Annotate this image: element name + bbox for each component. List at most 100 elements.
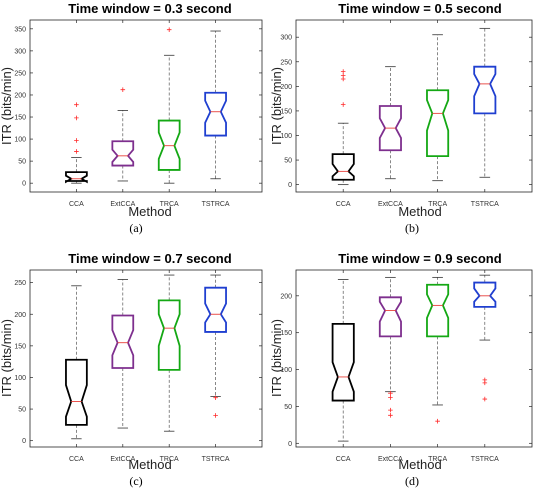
outlier-point	[388, 412, 393, 418]
x-tick-label: TRCA	[160, 201, 179, 208]
y-tick-label: 100	[280, 367, 292, 374]
outlier-point	[74, 138, 79, 143]
notched-box	[473, 281, 497, 308]
y-tick-label: 250	[280, 59, 292, 66]
x-tick-label: TSTRCA	[202, 456, 230, 463]
panel-title: Time window = 0.9 second	[338, 251, 501, 266]
box-trca	[157, 27, 181, 184]
y-tick-label: 50	[284, 158, 292, 165]
notched-box	[378, 105, 402, 152]
y-tick-label: 0	[288, 441, 292, 448]
x-tick-label: ExtCCA	[378, 456, 403, 463]
panel-title: Time window = 0.7 second	[68, 251, 231, 266]
box-tstrca	[204, 274, 227, 418]
notched-box	[111, 314, 135, 369]
x-tick-label: CCA	[336, 456, 351, 463]
box-cca	[65, 102, 88, 184]
outlier-point	[74, 102, 79, 107]
x-axis-label: Method	[398, 457, 441, 472]
box-trca	[157, 274, 181, 432]
y-tick-label: 0	[22, 181, 26, 188]
outlier-point	[120, 87, 126, 92]
panel-label: (d)	[405, 474, 419, 488]
notched-box	[157, 119, 181, 171]
outlier-point	[435, 418, 440, 424]
y-tick-label: 100	[14, 137, 26, 144]
panel-label: (b)	[405, 221, 419, 235]
notched-box	[426, 283, 450, 338]
notched-box	[426, 89, 450, 158]
y-tick-label: 350	[14, 26, 26, 33]
y-tick-label: 50	[284, 404, 292, 411]
outlier-point	[213, 395, 218, 400]
box-trca	[426, 276, 450, 424]
y-tick-label: 300	[280, 35, 292, 42]
notched-box	[473, 65, 497, 115]
y-tick-label: 0	[22, 438, 26, 445]
y-tick-label: 200	[280, 293, 292, 300]
y-axis-label: ITR (bits/min)	[269, 319, 284, 397]
box-tstrca	[473, 274, 497, 402]
chart-panel-2: 0 50 100 150 200 250 300 CCA ExtCCA TRCA TSTRCA Tim…	[269, 1, 533, 235]
outlier-point	[388, 407, 393, 413]
outlier-point	[340, 69, 346, 74]
chart-panel-3: 0 50 100 150 200 250 CCA ExtCCA TRCA TSTRCA Time w…	[0, 251, 263, 488]
panel-title: Time window = 0.3 second	[68, 1, 231, 16]
y-axis-label: ITR (bits/min)	[0, 319, 14, 397]
x-tick-label: TRCA	[428, 456, 447, 463]
y-axis-label: ITR (bits/min)	[269, 67, 284, 145]
x-tick-label: TRCA	[428, 201, 447, 208]
notched-box	[157, 299, 181, 371]
box-cca	[331, 69, 355, 186]
x-tick-label: TSTRCA	[471, 201, 499, 208]
plot-frame	[295, 19, 533, 193]
y-tick-label: 300	[14, 48, 26, 55]
notched-box	[204, 286, 227, 333]
x-tick-label: ExtCCA	[378, 201, 403, 208]
notched-box	[111, 140, 135, 167]
panel-label: (c)	[129, 474, 142, 488]
outlier-point	[482, 377, 488, 383]
outlier-point	[213, 413, 218, 418]
y-tick-label: 150	[280, 330, 292, 337]
y-tick-label: 50	[18, 159, 26, 166]
box-tstrca	[204, 30, 227, 180]
outlier-point	[74, 149, 79, 154]
x-tick-label: TRCA	[160, 456, 179, 463]
y-tick-label: 200	[14, 92, 26, 99]
panel-label: (a)	[129, 221, 142, 235]
chart-panel-4: 0 50 100 150 200 CCA ExtCCA TRCA TSTRCA Time wind…	[269, 251, 533, 488]
panel-title: Time window = 0.5 second	[338, 1, 501, 16]
notched-box	[331, 322, 355, 402]
plot-frame	[295, 269, 533, 448]
outlier-point	[340, 73, 346, 78]
x-axis-label: Method	[398, 204, 441, 219]
box-trca	[426, 34, 450, 182]
x-tick-label: CCA	[336, 201, 351, 208]
outlier-point	[388, 395, 393, 400]
notched-box	[204, 91, 227, 137]
outlier-point	[74, 115, 79, 121]
box-extcca	[378, 66, 402, 180]
plot-frame	[29, 269, 263, 448]
x-tick-label: CCA	[69, 456, 84, 463]
y-tick-label: 200	[280, 84, 292, 91]
box-cca	[331, 279, 355, 442]
x-axis-label: Method	[128, 204, 171, 219]
y-tick-label: 250	[14, 70, 26, 77]
y-tick-label: 150	[14, 343, 26, 350]
notched-box	[378, 296, 402, 338]
x-tick-label: TSTRCA	[471, 456, 499, 463]
y-tick-label: 150	[14, 115, 26, 122]
chart-panel-1: 0 50 100 150 200 250 300 350 CCA ExtCCA TRCA TSTRCA…	[0, 1, 263, 235]
y-tick-label: 200	[14, 312, 26, 319]
box-tstrca	[473, 27, 497, 178]
box-extcca	[378, 276, 402, 418]
outlier-point	[388, 390, 393, 396]
box-extcca	[111, 279, 135, 429]
x-tick-label: TSTRCA	[202, 201, 230, 208]
x-tick-label: ExtCCA	[110, 201, 135, 208]
x-axis-label: Method	[128, 457, 171, 472]
y-tick-label: 150	[280, 108, 292, 115]
